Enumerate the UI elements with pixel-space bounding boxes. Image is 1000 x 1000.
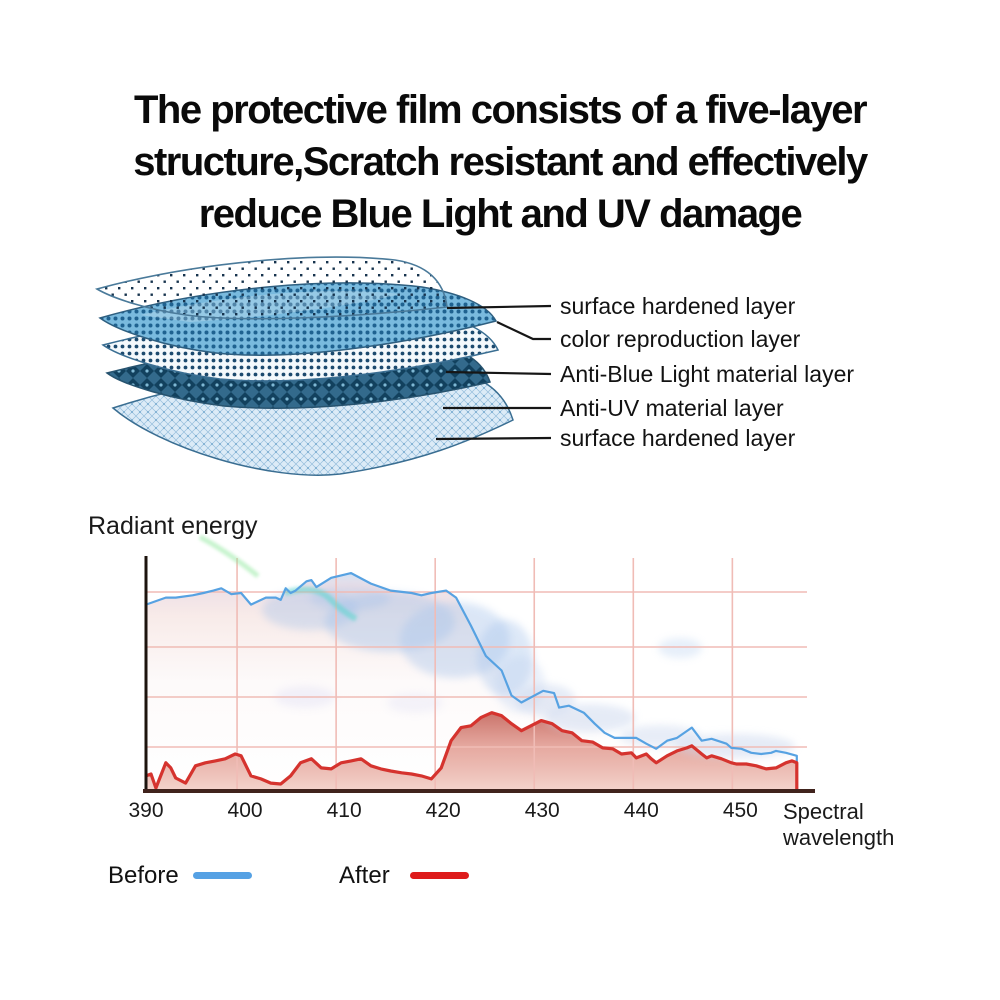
layer-label-4: Anti-UV material layer [560,395,784,421]
chart-tick-labels: 390 400 410 420 430 440 450 [128,799,757,822]
layer-label-5: surface hardened layer [560,425,796,451]
headline-line-1: The protective film consists of a five-l… [133,88,868,132]
x-tick-label: 400 [228,799,263,822]
x-tick-label: 450 [723,799,758,822]
layer-label-1: surface hardened layer [560,293,796,319]
legend-swatch-before [193,872,252,879]
y-axis-title: Radiant energy [88,512,258,540]
headline-line-2: structure,Scratch resistant and effectiv… [133,140,868,184]
headline: The protective film consists of a five-l… [0,84,1000,240]
legend-label-before: Before [108,862,179,889]
layer-label-2: color reproduction layer [560,326,801,352]
before-line [145,572,798,763]
chart-axes [143,556,815,793]
x-axis-title: Spectral wavelength [783,799,895,850]
x-tick-label: 410 [327,799,362,822]
green-streak [198,534,260,578]
layer-label-3: Anti-Blue Light material layer [560,361,855,387]
x-tick-label: 430 [525,799,560,822]
x-tick-label: 390 [128,799,163,822]
legend-swatch-after [410,872,469,879]
leader-line-5 [435,436,552,441]
after-line [145,711,799,790]
legend-label-after: After [339,862,390,889]
x-tick-label: 420 [426,799,461,822]
chart-gridlines [146,558,807,789]
chart-texture-clouds [262,586,795,758]
leader-line-3 [445,370,552,376]
cyan-streak [284,586,358,622]
leader-lines [435,304,552,441]
x-tick-label: 440 [624,799,659,822]
headline-line-3: reduce Blue Light and UV damage [198,192,803,236]
leader-line-1 [446,304,552,310]
chart-streaks [198,534,358,622]
leader-line-2 [496,321,551,341]
chart-series-lines [145,572,799,790]
